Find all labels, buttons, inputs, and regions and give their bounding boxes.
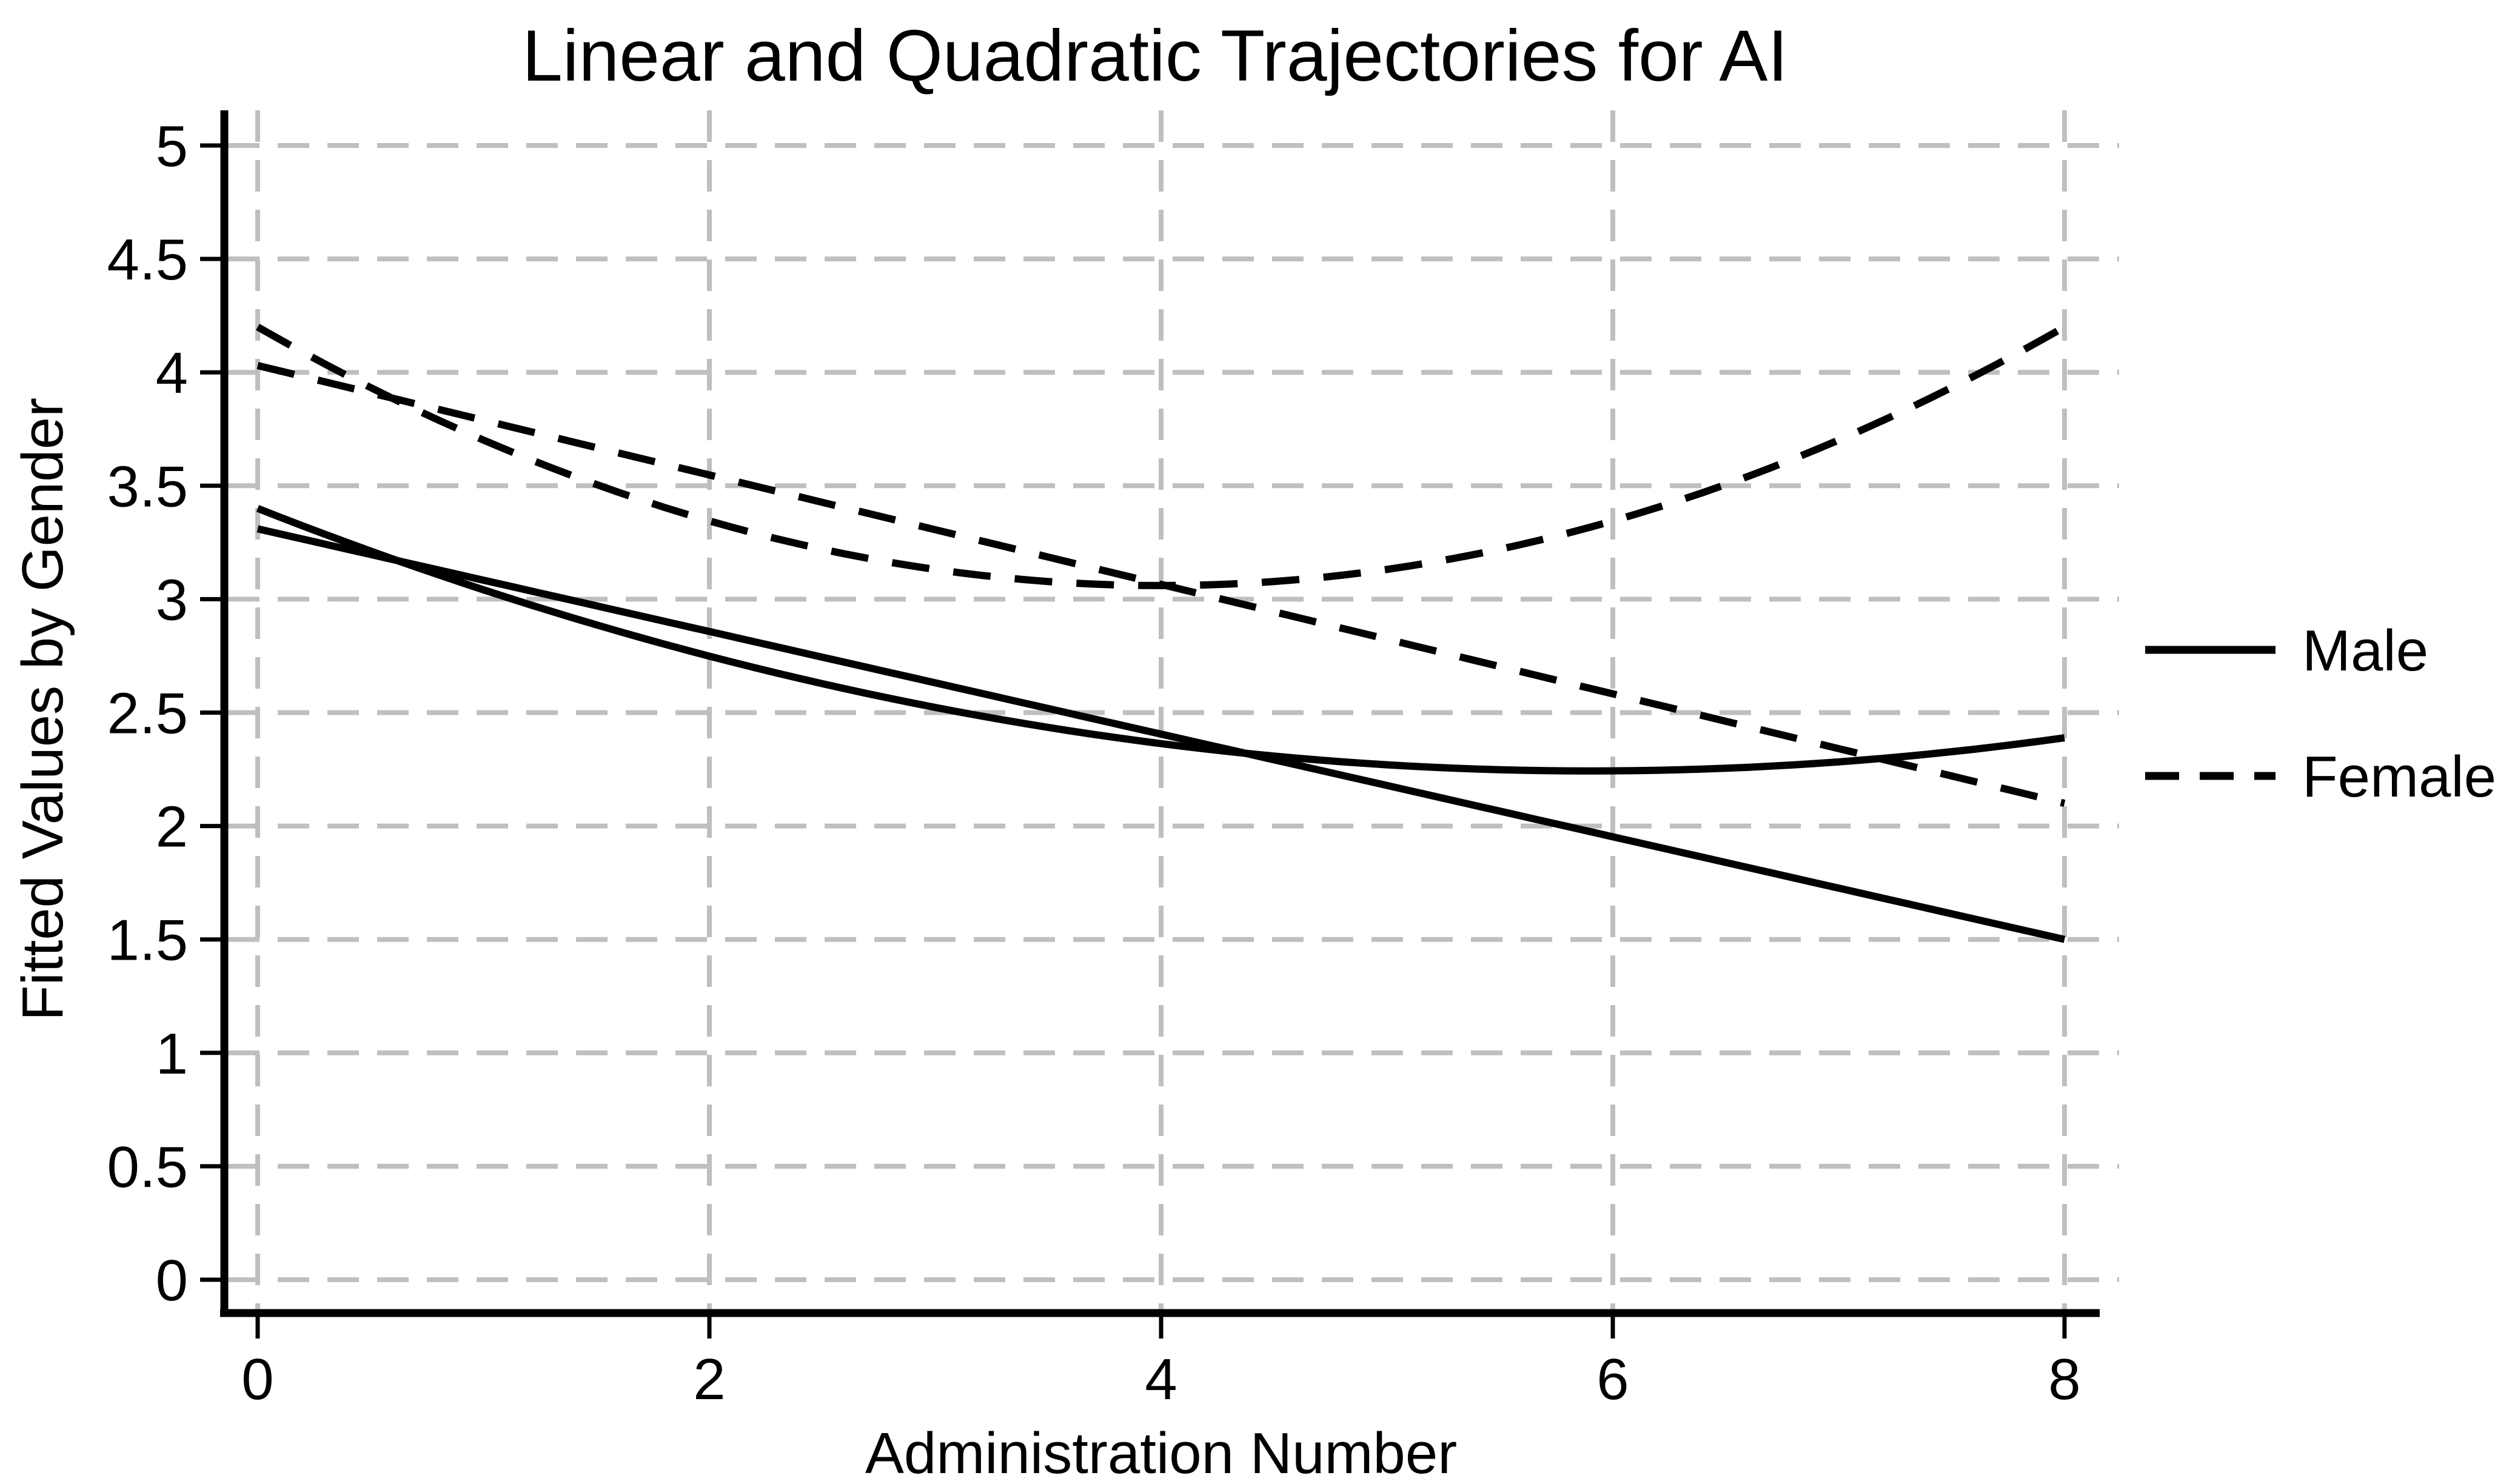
y-tick-label: 0.5 <box>107 1135 188 1200</box>
y-tick-label: 2 <box>156 795 188 860</box>
tick-marks <box>200 143 2067 1339</box>
series-male-quadratic <box>256 505 2065 775</box>
y-tick-label: 4.5 <box>107 227 188 292</box>
x-tick-label: 4 <box>1145 1347 1177 1412</box>
y-tick-label: 3.5 <box>107 454 188 519</box>
x-tick-label: 8 <box>2048 1347 2080 1412</box>
tick-labels: 0 2 4 6 8 0 0.5 1 1.5 2 2.5 3 3.5 4 4.5 5 <box>107 114 2081 1412</box>
series-female-quadratic <box>256 324 2066 589</box>
chart-title: Linear and Quadratic Trajectories for AI <box>522 15 1788 96</box>
y-tick-label: 0 <box>156 1248 188 1313</box>
y-axis-title: Fitted Values by Gender <box>10 398 75 1021</box>
x-tick-label: 6 <box>1596 1347 1629 1412</box>
curves <box>256 324 2066 943</box>
y-tick-label: 4 <box>156 341 188 406</box>
y-tick-label: 1.5 <box>107 908 188 973</box>
axes <box>220 110 2100 1317</box>
x-tick-label: 0 <box>241 1347 273 1412</box>
y-tick-label: 5 <box>156 114 188 179</box>
series-male-linear <box>256 525 2066 943</box>
legend-label-female: Female <box>2302 744 2495 809</box>
x-tick-label: 2 <box>693 1347 725 1412</box>
x-axis-title: Administration Number <box>865 1421 1457 1484</box>
y-tick-label: 3 <box>156 567 188 632</box>
legend-label-male: Male <box>2302 618 2428 683</box>
y-tick-label: 2.5 <box>107 681 188 746</box>
legend: Male Female <box>2145 618 2495 809</box>
y-tick-label: 1 <box>156 1021 188 1086</box>
gridlines <box>228 110 2119 1309</box>
